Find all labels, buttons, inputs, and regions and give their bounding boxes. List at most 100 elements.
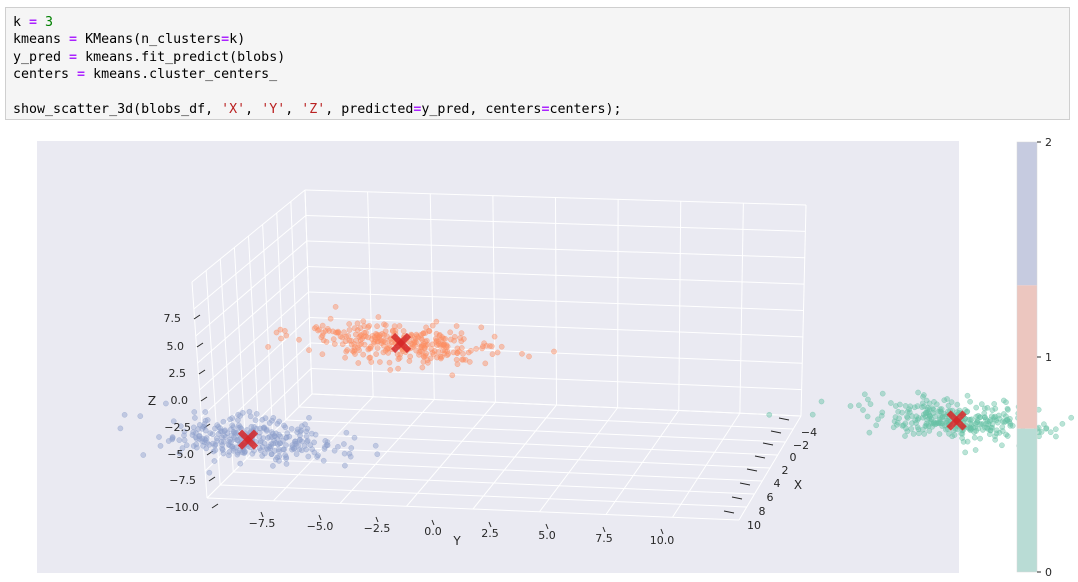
tick-mark [545, 523, 549, 530]
data-point [192, 415, 198, 421]
data-point [202, 417, 209, 424]
tick-label: 5.0 [167, 340, 185, 353]
data-point [935, 408, 942, 415]
tick-label: 0.0 [171, 394, 189, 407]
tick-mark [770, 430, 782, 434]
data-point [342, 338, 349, 345]
data-point [896, 415, 902, 422]
tick-mark [206, 450, 214, 456]
data-point [239, 410, 246, 416]
data-point [249, 450, 256, 457]
data-point [454, 345, 461, 352]
data-point [292, 438, 298, 445]
data-point [288, 425, 295, 432]
data-point [899, 422, 906, 429]
data-point [433, 318, 440, 325]
data-point [204, 417, 211, 423]
data-point [413, 347, 420, 354]
code-cell[interactable]: k = 3 kmeans = KMeans(n_clusters=k) y_pred… [5, 7, 1070, 120]
data-point [345, 333, 352, 339]
tick-label: Z [148, 394, 156, 408]
data-point [892, 414, 899, 420]
data-point [211, 458, 218, 464]
data-point [380, 349, 387, 356]
tick-mark [208, 476, 216, 482]
data-point [303, 446, 310, 453]
data-point [978, 420, 985, 427]
data-point [381, 321, 387, 328]
data-point [347, 453, 354, 460]
code-token: show_scatter_3d(blobs_df, [13, 101, 222, 117]
tick-mark [431, 519, 435, 526]
data-point [348, 445, 355, 451]
data-point [374, 345, 381, 351]
data-point [261, 450, 268, 457]
data-point [214, 438, 220, 444]
grid-line [305, 215, 806, 232]
code-token: , [245, 101, 262, 117]
data-point [993, 430, 1000, 437]
data-point [994, 419, 1001, 426]
data-point [283, 332, 290, 339]
code-token: = [29, 15, 38, 30]
data-point [856, 402, 862, 409]
data-point [283, 442, 289, 449]
tick-mark [198, 369, 206, 375]
data-point [864, 413, 871, 420]
grid-line [262, 224, 274, 434]
data-point [964, 438, 971, 445]
data-point [304, 437, 311, 444]
data-point [257, 439, 264, 446]
code-token: KMeans(n_clusters [77, 32, 222, 48]
tick-mark [602, 526, 606, 533]
data-point [391, 323, 398, 330]
data-point [447, 336, 454, 343]
data-point [303, 428, 310, 435]
data-point [972, 424, 979, 431]
data-point [319, 322, 326, 329]
code-line: show_scatter_3d(blobs_df, 'X', 'Y', 'Z',… [13, 101, 1063, 118]
data-point [992, 433, 998, 440]
data-point [923, 423, 930, 429]
data-point [360, 333, 367, 340]
tick-mark [260, 511, 264, 518]
data-point [923, 420, 930, 427]
data-point [121, 411, 128, 418]
data-point [374, 451, 381, 458]
data-point [945, 402, 952, 409]
code-line: centers = kmeans.cluster_centers_ [13, 66, 1063, 83]
data-point [170, 418, 177, 425]
tick-label: −2 [793, 439, 809, 452]
data-point [387, 367, 394, 373]
data-point [323, 339, 330, 345]
tick-label: 10.0 [650, 534, 675, 547]
data-point [916, 430, 922, 437]
colorbar: 0 1 2 [1016, 136, 1052, 579]
data-point [973, 404, 980, 411]
data-point [346, 327, 353, 333]
data-point [999, 428, 1006, 434]
data-point [989, 407, 996, 414]
center-stroke [946, 410, 967, 431]
data-point [908, 426, 915, 432]
data-point [925, 423, 932, 429]
data-point [908, 413, 915, 419]
cluster-center-marker [237, 429, 259, 450]
data-point [270, 440, 276, 447]
data-point [341, 450, 348, 457]
data-point [926, 400, 933, 407]
axis-grid [191, 189, 807, 521]
data-point [904, 415, 911, 421]
tick-label: 7.5 [595, 532, 613, 545]
data-point [191, 409, 198, 415]
data-point [282, 452, 289, 458]
code-editor[interactable]: k = 3 kmeans = KMeans(n_clusters=k) y_pred… [13, 14, 1063, 118]
data-point [407, 353, 414, 360]
data-point [270, 463, 276, 469]
data-point [322, 443, 328, 450]
data-point [357, 337, 364, 343]
data-point [986, 431, 993, 438]
data-point [956, 407, 963, 414]
data-point [910, 431, 917, 437]
